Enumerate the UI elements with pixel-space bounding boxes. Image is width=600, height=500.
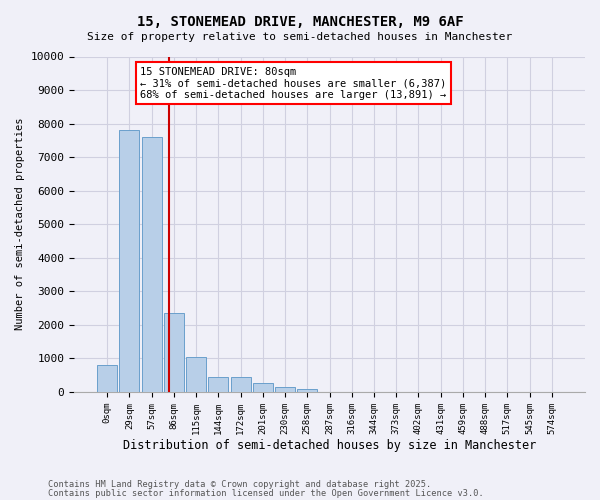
X-axis label: Distribution of semi-detached houses by size in Manchester: Distribution of semi-detached houses by … — [123, 440, 536, 452]
Text: 15, STONEMEAD DRIVE, MANCHESTER, M9 6AF: 15, STONEMEAD DRIVE, MANCHESTER, M9 6AF — [137, 15, 463, 29]
Text: Contains HM Land Registry data © Crown copyright and database right 2025.: Contains HM Land Registry data © Crown c… — [48, 480, 431, 489]
Bar — [230, 377, 251, 392]
Bar — [119, 130, 139, 392]
Bar — [186, 356, 206, 392]
Bar — [253, 383, 273, 392]
Bar — [275, 387, 295, 392]
Bar — [297, 388, 317, 392]
Bar — [142, 137, 162, 392]
Y-axis label: Number of semi-detached properties: Number of semi-detached properties — [15, 118, 25, 330]
Bar — [97, 365, 117, 392]
Bar — [208, 377, 229, 392]
Bar — [164, 313, 184, 392]
Text: Size of property relative to semi-detached houses in Manchester: Size of property relative to semi-detach… — [88, 32, 512, 42]
Text: 15 STONEMEAD DRIVE: 80sqm
← 31% of semi-detached houses are smaller (6,387)
68% : 15 STONEMEAD DRIVE: 80sqm ← 31% of semi-… — [140, 66, 447, 100]
Text: Contains public sector information licensed under the Open Government Licence v3: Contains public sector information licen… — [48, 488, 484, 498]
